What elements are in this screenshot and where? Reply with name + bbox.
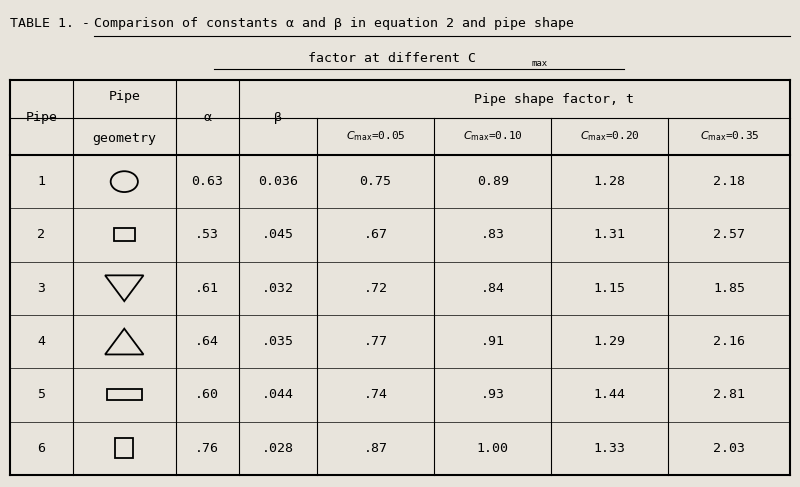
Text: .72: .72	[363, 282, 387, 295]
Text: 2.03: 2.03	[714, 442, 746, 455]
Text: $C_{\mathrm{max}}$=0.35: $C_{\mathrm{max}}$=0.35	[699, 130, 759, 143]
Text: $C_{\mathrm{max}}$=0.05: $C_{\mathrm{max}}$=0.05	[346, 130, 406, 143]
Text: $C_{\mathrm{max}}$=0.10: $C_{\mathrm{max}}$=0.10	[463, 130, 522, 143]
Text: β: β	[274, 111, 282, 124]
Text: .93: .93	[481, 388, 505, 401]
Text: 1: 1	[38, 175, 46, 188]
Text: .032: .032	[262, 282, 294, 295]
Text: .045: .045	[262, 228, 294, 242]
Text: 2.16: 2.16	[714, 335, 746, 348]
Text: .044: .044	[262, 388, 294, 401]
Text: .77: .77	[363, 335, 387, 348]
Text: 1.44: 1.44	[594, 388, 626, 401]
Text: .83: .83	[481, 228, 505, 242]
Text: $C_{\mathrm{max}}$=0.20: $C_{\mathrm{max}}$=0.20	[580, 130, 640, 143]
Text: 0.75: 0.75	[359, 175, 392, 188]
Text: 1.31: 1.31	[594, 228, 626, 242]
Text: 1.00: 1.00	[477, 442, 509, 455]
Text: TABLE 1. -: TABLE 1. -	[10, 17, 98, 30]
Text: .61: .61	[195, 282, 219, 295]
Text: 6: 6	[38, 442, 46, 455]
Text: 0.63: 0.63	[191, 175, 223, 188]
Text: geometry: geometry	[92, 132, 156, 145]
Text: Comparison of constants α and β in equation 2 and pipe shape: Comparison of constants α and β in equat…	[94, 17, 574, 30]
Text: .74: .74	[363, 388, 387, 401]
Text: .84: .84	[481, 282, 505, 295]
Text: 1.15: 1.15	[594, 282, 626, 295]
Text: .67: .67	[363, 228, 387, 242]
Text: 0.89: 0.89	[477, 175, 509, 188]
Text: .87: .87	[363, 442, 387, 455]
Text: 4: 4	[38, 335, 46, 348]
Text: factor at different C: factor at different C	[308, 52, 492, 65]
Text: 2.81: 2.81	[714, 388, 746, 401]
Text: 1.33: 1.33	[594, 442, 626, 455]
Text: 1.29: 1.29	[594, 335, 626, 348]
Text: α: α	[203, 111, 211, 124]
Text: 0.036: 0.036	[258, 175, 298, 188]
Text: .035: .035	[262, 335, 294, 348]
Text: .53: .53	[195, 228, 219, 242]
Text: .028: .028	[262, 442, 294, 455]
Text: .76: .76	[195, 442, 219, 455]
Text: 1.85: 1.85	[714, 282, 746, 295]
Text: 2: 2	[38, 228, 46, 242]
Text: .64: .64	[195, 335, 219, 348]
Text: max: max	[532, 59, 548, 68]
Text: 2.57: 2.57	[714, 228, 746, 242]
Text: Pipe: Pipe	[108, 90, 140, 103]
Text: 3: 3	[38, 282, 46, 295]
Text: 1.28: 1.28	[594, 175, 626, 188]
Text: .60: .60	[195, 388, 219, 401]
Text: Pipe: Pipe	[26, 111, 58, 124]
Text: 2.18: 2.18	[714, 175, 746, 188]
Text: .91: .91	[481, 335, 505, 348]
Text: Pipe shape factor, t: Pipe shape factor, t	[474, 93, 634, 106]
Text: 5: 5	[38, 388, 46, 401]
